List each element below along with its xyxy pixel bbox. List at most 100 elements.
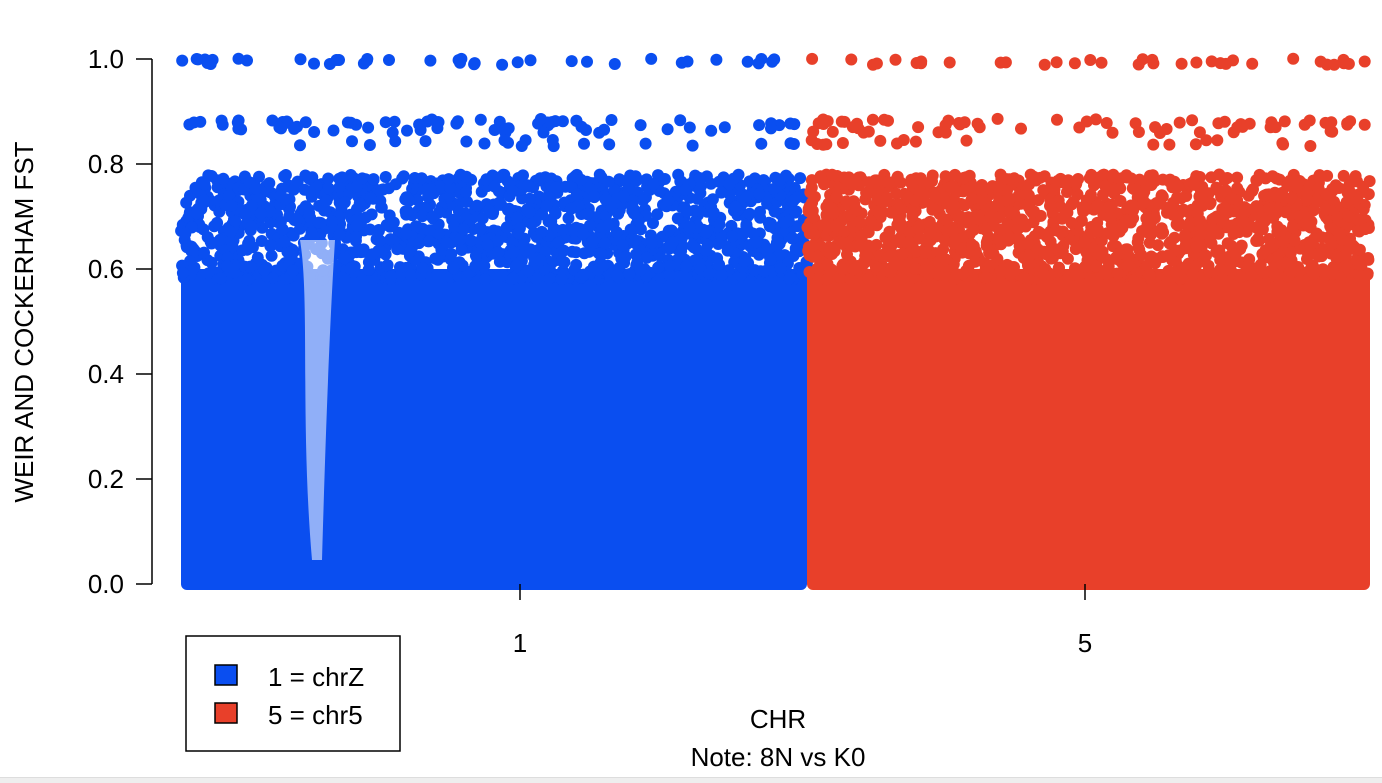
- point: [821, 258, 834, 271]
- point: [578, 137, 590, 150]
- point: [362, 263, 375, 276]
- point: [710, 53, 723, 66]
- point: [662, 224, 675, 237]
- point: [1136, 225, 1149, 237]
- point: [835, 115, 848, 128]
- point: [1194, 214, 1206, 227]
- point: [335, 172, 348, 184]
- point: [645, 237, 658, 249]
- y-tick-label-0.8: 0.8: [88, 149, 124, 179]
- point: [1324, 125, 1337, 138]
- point: [1061, 186, 1073, 198]
- point: [1146, 53, 1159, 66]
- point: [1258, 189, 1271, 202]
- point: [294, 139, 306, 152]
- point: [447, 261, 460, 274]
- point: [263, 177, 276, 190]
- point: [853, 239, 866, 252]
- point: [1302, 220, 1315, 232]
- point: [1358, 118, 1371, 131]
- point: [382, 182, 395, 195]
- point: [1262, 202, 1275, 215]
- point: [555, 273, 568, 286]
- point: [992, 180, 1004, 193]
- point: [1235, 239, 1248, 252]
- point: [1103, 201, 1116, 214]
- point: [943, 56, 956, 69]
- point: [1352, 213, 1365, 226]
- point: [1189, 138, 1202, 151]
- point: [239, 208, 252, 221]
- point: [840, 195, 853, 208]
- y-tick-label-0.4: 0.4: [88, 359, 124, 389]
- chr5-points: [801, 52, 1376, 286]
- point: [478, 259, 491, 272]
- point: [381, 259, 394, 272]
- point: [689, 204, 702, 217]
- point: [291, 213, 304, 226]
- point: [617, 190, 630, 203]
- point: [460, 186, 472, 199]
- point: [245, 220, 258, 233]
- point: [1147, 138, 1160, 151]
- point: [416, 210, 429, 223]
- point: [388, 115, 401, 128]
- point: [778, 216, 791, 229]
- point: [1227, 54, 1239, 67]
- point: [1287, 175, 1300, 187]
- point: [1015, 213, 1028, 226]
- point: [836, 236, 849, 249]
- point: [581, 55, 593, 68]
- chart-note: Note: 8N vs K0: [691, 742, 866, 772]
- point: [474, 113, 487, 126]
- point: [1106, 126, 1119, 139]
- point: [1361, 268, 1374, 281]
- point: [903, 235, 916, 248]
- point: [372, 224, 385, 237]
- point: [1236, 120, 1249, 133]
- point: [258, 264, 271, 277]
- point: [741, 55, 754, 68]
- point: [1051, 174, 1064, 187]
- point: [414, 124, 427, 136]
- point: [537, 126, 550, 139]
- point: [327, 124, 340, 137]
- point: [918, 264, 931, 277]
- point: [951, 268, 964, 281]
- point: [564, 202, 577, 215]
- point: [556, 223, 569, 236]
- point: [476, 212, 489, 225]
- point: [1071, 269, 1084, 282]
- point: [1121, 243, 1134, 256]
- point: [634, 119, 647, 132]
- point: [198, 246, 210, 259]
- point: [211, 216, 224, 229]
- point: [176, 54, 189, 67]
- point: [661, 123, 674, 136]
- point: [1067, 195, 1080, 208]
- point: [805, 174, 818, 187]
- point: [890, 256, 902, 268]
- point: [1321, 169, 1334, 182]
- point: [947, 198, 960, 211]
- point: [186, 264, 199, 277]
- point: [278, 235, 291, 248]
- point: [232, 52, 245, 65]
- point: [1286, 221, 1299, 234]
- point: [1175, 57, 1188, 70]
- point: [1038, 58, 1051, 71]
- point: [1155, 222, 1168, 235]
- point: [375, 201, 388, 214]
- point: [1073, 121, 1086, 134]
- point: [680, 260, 693, 273]
- legend-swatch-chrz: [214, 664, 238, 686]
- point: [350, 219, 363, 232]
- point: [422, 190, 435, 203]
- point: [413, 237, 425, 250]
- point: [492, 234, 504, 247]
- point: [610, 269, 623, 282]
- point: [896, 247, 909, 260]
- point: [752, 57, 765, 70]
- point: [308, 126, 321, 138]
- point: [1100, 264, 1112, 276]
